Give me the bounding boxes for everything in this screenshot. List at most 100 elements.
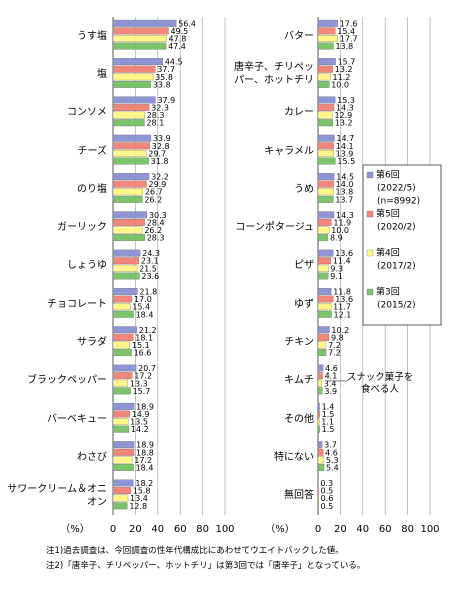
value-label: 30.3: [149, 211, 167, 220]
bar: [317, 188, 334, 196]
bar: [112, 502, 128, 510]
bar: [317, 27, 336, 35]
axis-unit: （%）: [60, 523, 90, 535]
value-label: 8.9: [330, 234, 343, 243]
bar: [317, 464, 325, 471]
bar: [112, 173, 150, 180]
value-label: 13.7: [335, 195, 353, 204]
value-label: 31.8: [151, 157, 169, 166]
value-label: 17.6: [340, 19, 358, 28]
value-label: 9.8: [331, 333, 344, 342]
value-label: 32.2: [151, 173, 169, 182]
value-label: 1.1: [321, 418, 334, 427]
bar: [317, 173, 335, 180]
x-tick-label: 100: [215, 524, 234, 535]
x-tick-label: 60: [379, 524, 392, 535]
value-label: 26.7: [145, 188, 163, 197]
x-tick-label: 20: [334, 524, 347, 535]
value-label: 29.7: [148, 149, 166, 158]
value-label: 13.4: [130, 494, 148, 503]
bar: [112, 410, 130, 418]
bar: [112, 35, 167, 42]
value-label: 49.5: [170, 27, 188, 36]
bar: [317, 180, 334, 188]
bar: [317, 441, 323, 449]
category-label: サラダ: [77, 337, 107, 349]
bar: [112, 58, 163, 66]
bar: [112, 218, 145, 226]
category-label: わさび: [77, 452, 107, 464]
category-label: のり塩: [77, 183, 107, 195]
category-label: 特にない: [274, 452, 314, 464]
bar: [317, 494, 319, 502]
value-label: 14.5: [336, 173, 354, 182]
x-tick-label: 20: [129, 524, 142, 535]
value-label: 13.9: [336, 149, 354, 158]
bar: [112, 402, 135, 410]
x-tick-label: 0: [110, 524, 116, 535]
bar: [317, 333, 330, 341]
value-label: 7.2: [328, 349, 341, 358]
value-label: 1.4: [322, 402, 335, 411]
value-label: 47.4: [168, 42, 186, 51]
value-label: 11.9: [333, 218, 351, 227]
value-label: 23.6: [141, 272, 159, 281]
bar: [112, 464, 134, 471]
x-tick-label: 100: [420, 524, 439, 535]
value-label: 12.8: [129, 502, 147, 511]
value-label: 14.9: [132, 410, 150, 419]
bar: [317, 96, 336, 104]
x-tick-label: 60: [174, 524, 187, 535]
value-label: 33.9: [153, 134, 171, 143]
value-label: 13.2: [335, 119, 353, 128]
value-label: 37.7: [157, 65, 175, 74]
bar: [112, 226, 143, 234]
value-label: 10.2: [331, 326, 349, 335]
bar: [112, 479, 134, 487]
value-label: 26.2: [144, 226, 162, 235]
bar: [317, 341, 327, 349]
value-label: 28.3: [147, 234, 165, 243]
legend-period: (2017/2): [377, 262, 416, 272]
value-label: 13.3: [130, 379, 148, 388]
value-label: 17.7: [340, 35, 358, 44]
legend-swatch: [366, 210, 374, 218]
bar: [317, 410, 320, 418]
bar: [317, 387, 323, 395]
bar: [317, 264, 329, 272]
bar: [317, 35, 338, 42]
bar: [112, 211, 148, 219]
category-label: うめ: [294, 183, 314, 195]
value-label: 1.5: [322, 425, 335, 434]
bar: [317, 502, 319, 510]
legend-label: 第5回: [376, 208, 400, 220]
bar: [317, 119, 333, 127]
value-label: 11.7: [333, 303, 351, 312]
value-label: 10.0: [331, 226, 349, 235]
value-label: 13.2: [335, 65, 353, 74]
legend-swatch: [366, 249, 374, 257]
bar: [317, 104, 335, 111]
bar: [112, 149, 147, 157]
category-label: バター: [284, 30, 314, 42]
value-label: 18.2: [135, 479, 153, 488]
value-label: 15.3: [337, 96, 355, 105]
value-label: 17.0: [134, 295, 152, 304]
value-label: 15.1: [132, 341, 150, 350]
bar: [112, 180, 147, 188]
bar: [112, 288, 138, 295]
category-label: 無回答: [284, 490, 314, 502]
bar: [317, 326, 330, 334]
value-label: 35.8: [155, 73, 173, 82]
value-label: 21.2: [139, 326, 157, 335]
value-label: 28.4: [147, 218, 165, 227]
x-tick-label: 80: [401, 524, 414, 535]
category-label: チキン: [284, 337, 314, 349]
value-label: 24.3: [142, 249, 160, 258]
category-label: キムチ: [284, 375, 314, 387]
bar: [112, 80, 152, 88]
bar: [112, 295, 133, 303]
legend-label: 第4回: [376, 247, 400, 259]
